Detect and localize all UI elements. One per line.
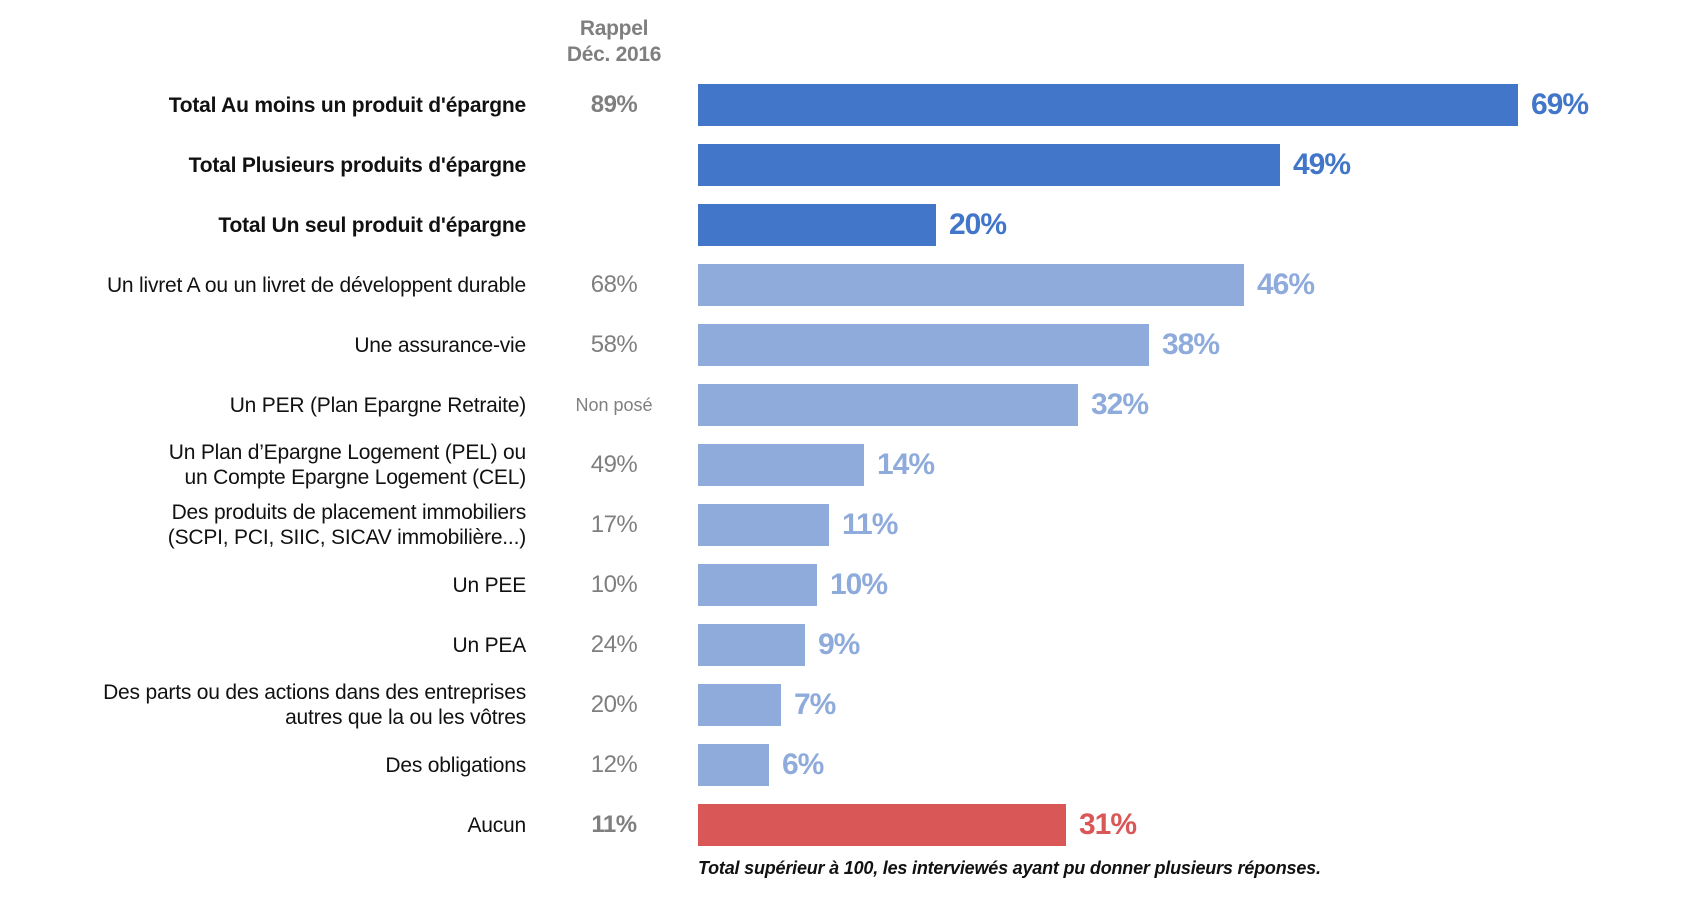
bar-cell: 31% (698, 804, 1702, 846)
row-label: Une assurance-vie (354, 333, 526, 357)
bar-value-label: 9% (818, 628, 860, 661)
bar-cell: 6% (698, 744, 1702, 786)
bar-value-label: 11% (842, 508, 898, 541)
row-label: Un PEA (452, 633, 527, 657)
rappel-column-header: Rappel Déc. 2016 (530, 16, 698, 68)
bar-value-label: 31% (1079, 808, 1137, 841)
bar-value-label: 10% (830, 568, 888, 601)
chart-row: Un PEE 10% 10% (0, 555, 1702, 615)
bar-cell: 46% (698, 264, 1702, 306)
rappel-value: 24% (590, 631, 638, 658)
chart-row: Un livret A ou un livret de développent … (0, 255, 1702, 315)
rappel-value: Non posé (575, 394, 653, 415)
chart-row: Total Au moins un produit d'épargne 89% … (0, 75, 1702, 135)
row-label: Total Plusieurs produits d'épargne (188, 153, 527, 177)
bar-value-label: 38% (1162, 328, 1220, 361)
bar-value-label: 7% (794, 688, 836, 721)
bar-value-label: 14% (877, 448, 935, 481)
row-label: Un PEE (452, 573, 527, 597)
row-label: Des produits de placement immobiliers (S… (167, 501, 526, 549)
row-label: Aucun (467, 813, 526, 837)
row-label: Des parts ou des actions dans des entrep… (103, 681, 526, 729)
rappel-header-line2: Déc. 2016 (566, 43, 662, 66)
footnote: Total supérieur à 100, les interviewés a… (698, 858, 1321, 878)
row-label: Un livret A ou un livret de développent … (106, 273, 526, 297)
rappel-value: 58% (590, 331, 638, 358)
chart-row: Des obligations 12% 6% (0, 735, 1702, 795)
rappel-value: 17% (590, 511, 638, 538)
chart-row: Une assurance-vie 58% 38% (0, 315, 1702, 375)
chart-row: Total Plusieurs produits d'épargne 49% (0, 135, 1702, 195)
bar (698, 684, 781, 726)
bar-value-label: 46% (1257, 268, 1315, 301)
bar-cell: 11% (698, 504, 1702, 546)
bar-value-label: 6% (782, 748, 824, 781)
bar-value-label: 49% (1293, 148, 1351, 181)
rappel-value: 68% (590, 271, 638, 298)
bar (698, 624, 805, 666)
bar (698, 564, 817, 606)
bar-cell: 49% (698, 144, 1702, 186)
row-label: Total Un seul produit d'épargne (218, 213, 526, 237)
rappel-header-line1: Rappel (579, 17, 649, 40)
chart-row: Total Un seul produit d'épargne 20% (0, 195, 1702, 255)
bar-cell: 38% (698, 324, 1702, 366)
bar-cell: 20% (698, 204, 1702, 246)
rappel-value: 11% (591, 811, 637, 838)
row-label: Des obligations (385, 753, 526, 777)
rappel-value: 49% (590, 451, 638, 478)
bar-rows: Total Au moins un produit d'épargne 89% … (0, 75, 1702, 855)
bar (698, 444, 864, 486)
rappel-value: 12% (590, 751, 638, 778)
rappel-value: 20% (590, 691, 638, 718)
row-label: Un PER (Plan Epargne Retraite) (229, 393, 527, 417)
bar-cell: 69% (698, 84, 1702, 126)
bar-cell: 10% (698, 564, 1702, 606)
chart-row: Aucun 11% 31% (0, 795, 1702, 855)
bar-cell: 14% (698, 444, 1702, 486)
chart-row: Un PER (Plan Epargne Retraite) Non posé … (0, 375, 1702, 435)
chart-row: Des parts ou des actions dans des entrep… (0, 675, 1702, 735)
chart-row: Un Plan d’Epargne Logement (PEL) ou un C… (0, 435, 1702, 495)
bar (698, 264, 1244, 306)
bar-value-label: 32% (1091, 388, 1149, 421)
bar-value-label: 20% (949, 208, 1007, 241)
bar (698, 324, 1149, 366)
row-label: Total Au moins un produit d'épargne (168, 93, 527, 117)
chart-row: Un PEA 24% 9% (0, 615, 1702, 675)
row-label: Un Plan d’Epargne Logement (PEL) ou un C… (168, 441, 526, 489)
bar (698, 744, 769, 786)
rappel-value: 89% (590, 91, 638, 118)
bar (698, 84, 1518, 126)
bar (698, 144, 1280, 186)
rappel-value: 10% (590, 571, 638, 598)
bar (698, 204, 936, 246)
bar (698, 384, 1078, 426)
bar-cell: 32% (698, 384, 1702, 426)
bar (698, 804, 1066, 846)
bar-cell: 9% (698, 624, 1702, 666)
bar-value-label: 69% (1531, 88, 1589, 121)
bar (698, 504, 829, 546)
bar-cell: 7% (698, 684, 1702, 726)
chart-row: Des produits de placement immobiliers (S… (0, 495, 1702, 555)
